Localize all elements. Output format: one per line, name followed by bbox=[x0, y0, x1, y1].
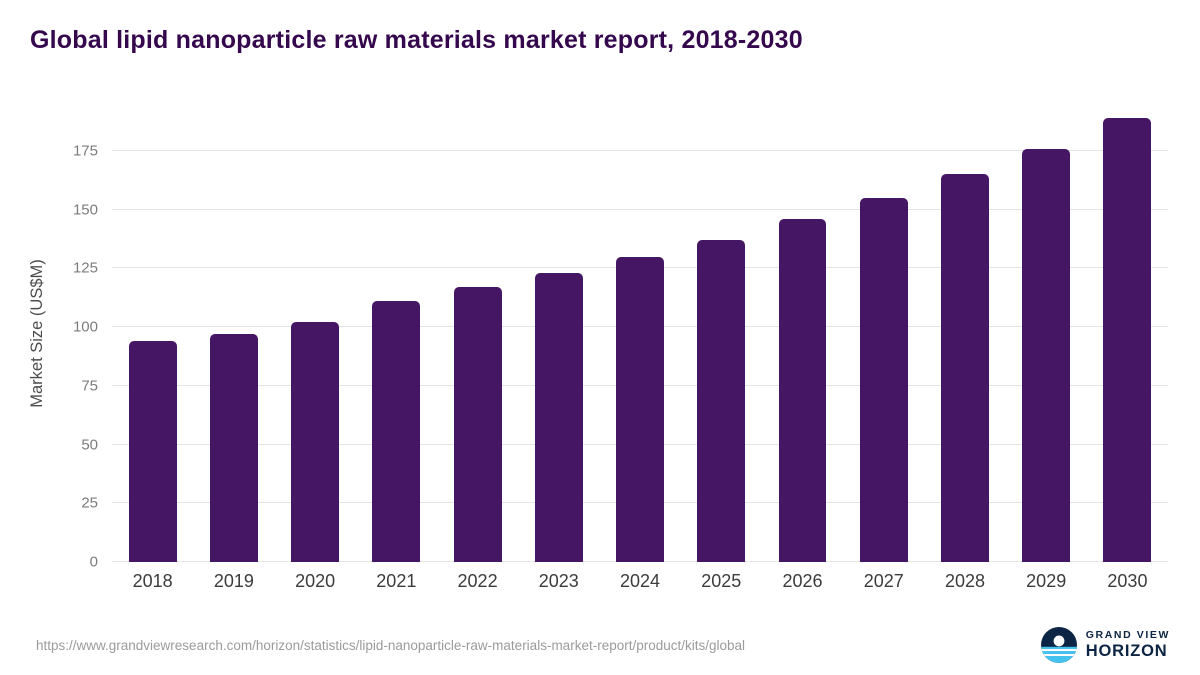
bar-column-2026 bbox=[762, 104, 843, 562]
y-tick-label: 125 bbox=[72, 259, 98, 277]
x-tick-label-2028: 2028 bbox=[944, 571, 985, 591]
x-tick-label-2023: 2023 bbox=[538, 571, 579, 591]
bar-column-2020 bbox=[274, 104, 355, 562]
bar-2026 bbox=[778, 219, 827, 562]
bar-column-2022 bbox=[437, 104, 518, 562]
bar-column-2029 bbox=[1006, 104, 1087, 562]
x-tick-label-2026: 2026 bbox=[782, 571, 823, 591]
market-size-bar-chart: Market Size (US$M) 0 25 50 75 100 125 150 175 2… bbox=[28, 104, 1168, 591]
bar-column-2027 bbox=[843, 104, 924, 562]
bar-column-2018 bbox=[112, 104, 193, 562]
x-tick-label-2027: 2027 bbox=[863, 571, 904, 591]
y-tick-label: 0 bbox=[89, 553, 98, 571]
chart-title: Global lipid nanoparticle raw materials … bbox=[30, 26, 803, 54]
brand-name: GRAND VIEW HORIZON bbox=[1086, 630, 1170, 660]
x-tick-label-2022: 2022 bbox=[457, 571, 498, 591]
bar-2029 bbox=[1022, 148, 1071, 562]
y-axis: Market Size (US$M) bbox=[24, 104, 50, 562]
x-tick-label-2021: 2021 bbox=[376, 571, 417, 591]
bar-column-2023 bbox=[518, 104, 599, 562]
x-tick-label-2019: 2019 bbox=[213, 571, 254, 591]
brand-name-top: GRAND VIEW bbox=[1085, 629, 1170, 642]
bar-2027 bbox=[859, 197, 908, 562]
x-tick-label-2030: 2030 bbox=[1107, 571, 1148, 591]
bar-2021 bbox=[372, 301, 421, 562]
y-tick-label: 25 bbox=[81, 494, 98, 512]
bar-2022 bbox=[453, 287, 502, 562]
bar-2019 bbox=[209, 334, 258, 562]
x-tick-label-2018: 2018 bbox=[132, 571, 173, 591]
bar-column-2021 bbox=[356, 104, 437, 562]
bars-row bbox=[112, 104, 1168, 562]
bar-2028 bbox=[941, 174, 989, 562]
bar-column-2024 bbox=[599, 104, 680, 562]
x-tick-label-2024: 2024 bbox=[620, 571, 661, 591]
brand-logo: GRAND VIEW HORIZON bbox=[1040, 627, 1170, 663]
y-tick-label: 100 bbox=[72, 318, 98, 336]
bar-2018 bbox=[128, 341, 177, 562]
y-tick-label: 75 bbox=[81, 377, 98, 395]
y-axis-title: Market Size (US$M) bbox=[27, 258, 46, 408]
footer: https://www.grandviewresearch.com/horizo… bbox=[36, 627, 1170, 663]
bar-2025 bbox=[697, 240, 746, 562]
y-tick-label: 175 bbox=[72, 142, 98, 160]
x-axis-labels: 2018 2019 2020 2021 2022 2023 2024 2025 2026 2027… bbox=[112, 571, 1168, 592]
plot-area: 0 25 50 75 100 125 150 175 bbox=[73, 104, 1168, 571]
gridline bbox=[112, 208, 1168, 210]
y-tick-label: 150 bbox=[72, 201, 98, 219]
brand-name-bottom: HORIZON bbox=[1085, 641, 1168, 660]
horizon-logo-icon bbox=[1040, 627, 1077, 663]
y-tick-label: 50 bbox=[81, 436, 98, 454]
x-tick-label-2025: 2025 bbox=[701, 571, 742, 591]
bar-column-2025 bbox=[681, 104, 762, 562]
bar-2023 bbox=[534, 273, 583, 562]
source-url: https://www.grandviewresearch.com/horizo… bbox=[36, 637, 746, 653]
bar-column-2019 bbox=[193, 104, 274, 562]
bar-2024 bbox=[616, 256, 664, 562]
bar-column-2028 bbox=[924, 104, 1005, 562]
x-tick-label-2020: 2020 bbox=[295, 571, 336, 591]
bar-2030 bbox=[1103, 118, 1152, 562]
x-tick-label-2029: 2029 bbox=[1026, 571, 1067, 591]
gridline bbox=[112, 149, 1168, 151]
bar-column-2030 bbox=[1087, 104, 1168, 562]
bar-2020 bbox=[291, 322, 340, 562]
